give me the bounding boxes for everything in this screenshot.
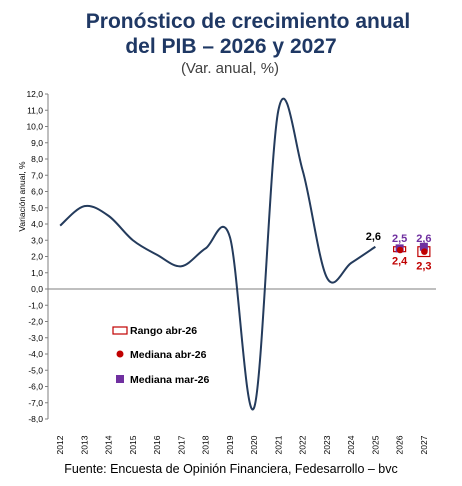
legend-mediana-mar-label: Mediana mar-26 bbox=[130, 374, 210, 386]
y-tick-label: -8,0 bbox=[28, 414, 43, 424]
y-tick-label: 10,0 bbox=[26, 122, 43, 132]
y-tick-label: 12,0 bbox=[26, 89, 43, 99]
legend-range-label: Rango abr-26 bbox=[130, 325, 197, 337]
legend-mediana-abr-label: Mediana abr-26 bbox=[130, 349, 207, 361]
y-tick-label: -6,0 bbox=[28, 382, 43, 392]
gdp-growth-chart: -8,0 -7,0 -6,0 -5,0 -4,0 -3,0 -2,0 -1,0 0,0 1,0 2,… bbox=[17, 89, 436, 454]
chart-subtitle: (Var. anual, %) bbox=[180, 60, 280, 77]
y-tick-label: -2,0 bbox=[28, 317, 43, 327]
x-tick-label: 2012 bbox=[55, 435, 65, 454]
y-tick-label: 7,0 bbox=[31, 170, 43, 180]
mediana-mar-label: 2,6 bbox=[416, 233, 431, 245]
x-tick-label: 2027 bbox=[419, 435, 429, 454]
y-tick-label: -5,0 bbox=[28, 365, 43, 375]
x-tick-label: 2026 bbox=[395, 435, 405, 454]
y-tick-label: 6,0 bbox=[31, 187, 43, 197]
legend-mediana-mar-swatch bbox=[116, 375, 124, 383]
chart-title-line1: Pronóstico de crecimiento anual bbox=[85, 10, 411, 33]
mediana-abr-label: 2,3 bbox=[416, 261, 431, 273]
y-tick-label: 3,0 bbox=[31, 235, 43, 245]
mediana-abr-label: 2,4 bbox=[392, 256, 408, 268]
y-tick-label: 11,0 bbox=[27, 105, 43, 115]
chart-title-line2: del PIB – 2026 y 2027 bbox=[125, 35, 337, 58]
last-value-label: 2,6 bbox=[366, 231, 381, 243]
x-tick-label: 2017 bbox=[176, 435, 186, 454]
mediana-mar-marker bbox=[419, 242, 428, 251]
legend-range-swatch bbox=[112, 326, 128, 335]
legend-mediana-abr-swatch bbox=[116, 350, 124, 358]
mediana-mar-label: 2,5 bbox=[392, 233, 407, 245]
x-tick-label: 2023 bbox=[322, 435, 332, 454]
x-tick-label: 2016 bbox=[152, 435, 162, 454]
y-tick-label: 2,0 bbox=[31, 252, 43, 262]
x-tick-label: 2014 bbox=[104, 435, 114, 454]
y-tick-label: -4,0 bbox=[28, 349, 43, 359]
mediana-abr-marker bbox=[396, 246, 404, 254]
x-tick-label: 2020 bbox=[249, 435, 259, 454]
y-tick-label: -1,0 bbox=[28, 300, 43, 310]
x-tick-label: 2022 bbox=[298, 435, 308, 454]
y-tick-label: 9,0 bbox=[31, 138, 43, 148]
y-tick-label: 0,0 bbox=[31, 284, 43, 294]
mediana-abr-marker bbox=[421, 248, 428, 255]
y-tick-label: 8,0 bbox=[31, 154, 43, 164]
y-tick-label: 5,0 bbox=[31, 203, 43, 213]
source-note: Fuente: Encuesta de Opinión Financiera, … bbox=[64, 462, 398, 476]
y-tick-label: 1,0 bbox=[31, 268, 43, 278]
y-tick-label: 4,0 bbox=[31, 219, 43, 229]
y-axis-label: Variación anual, % bbox=[17, 161, 27, 232]
x-tick-label: 2021 bbox=[273, 435, 283, 454]
x-tick-label: 2013 bbox=[79, 435, 89, 454]
x-tick-label: 2024 bbox=[346, 435, 356, 454]
y-tick-label: -3,0 bbox=[28, 333, 43, 343]
gdp-growth-line bbox=[59, 98, 376, 411]
y-tick-label: -7,0 bbox=[28, 398, 43, 408]
x-tick-label: 2018 bbox=[201, 435, 211, 454]
x-tick-label: 2019 bbox=[225, 435, 235, 454]
x-tick-label: 2025 bbox=[370, 435, 380, 454]
x-tick-label: 2015 bbox=[128, 435, 138, 454]
